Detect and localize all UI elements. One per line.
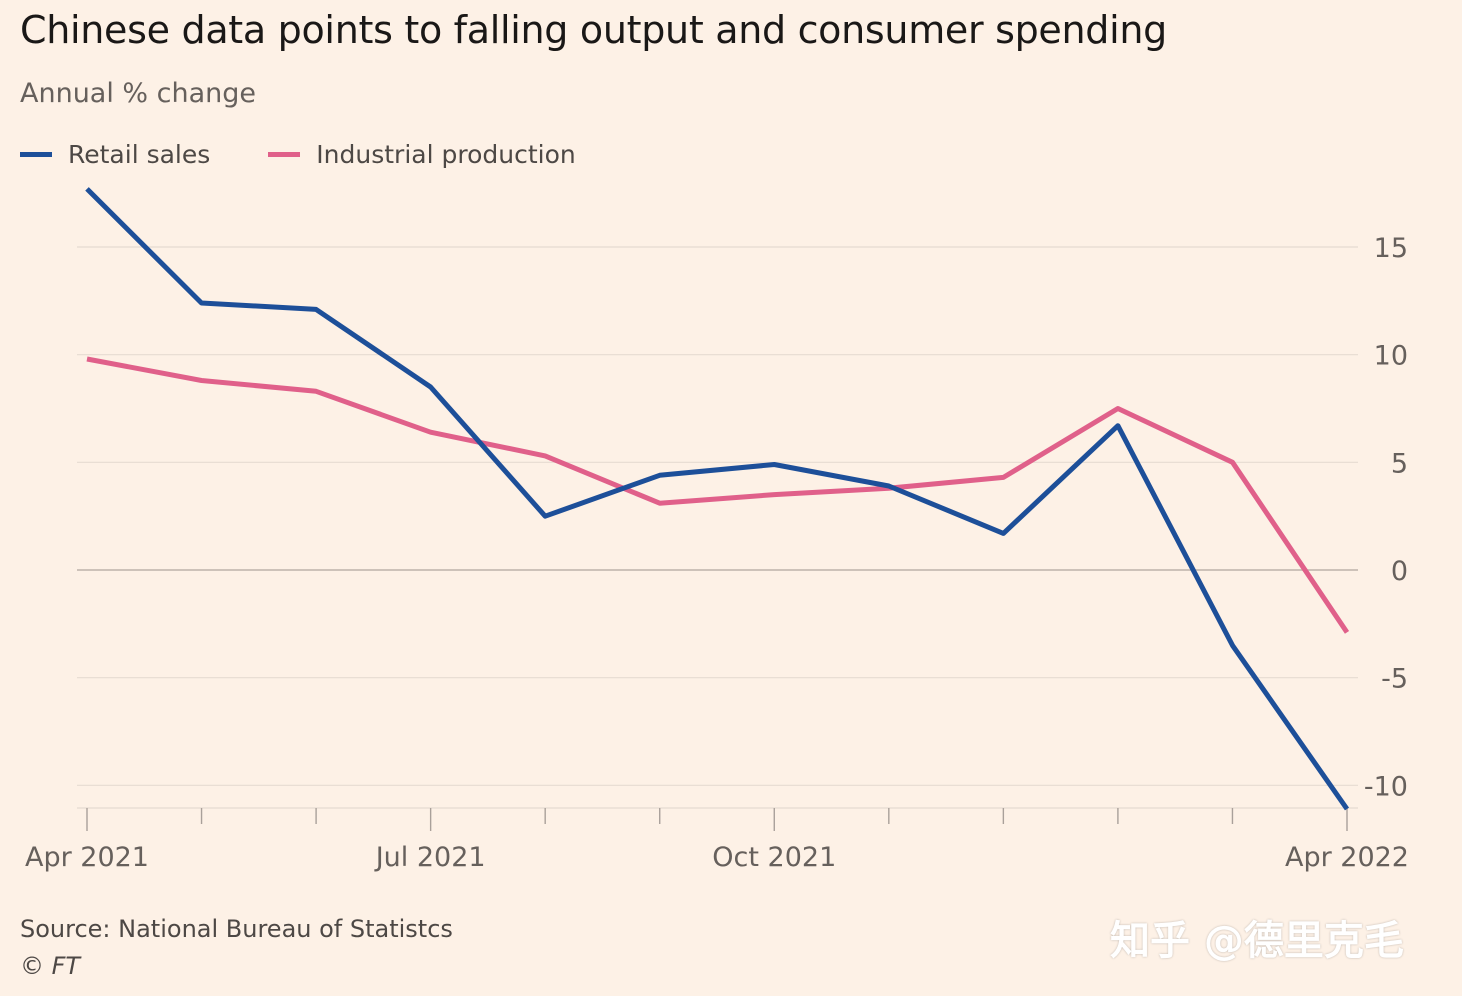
legend-swatch-retail-sales [20, 152, 52, 157]
x-tick-label: Apr 2022 [1285, 842, 1409, 873]
y-tick-label: 15 [1374, 233, 1408, 264]
legend-item-industrial-production: Industrial production [268, 140, 576, 169]
x-axis: Apr 2021 Jul 2021 Oct 2021 Apr 2022 [25, 807, 1409, 873]
source-note: Source: National Bureau of Statistcs [20, 915, 453, 943]
x-tick-label: Jul 2021 [374, 842, 486, 873]
y-tick-label: -5 [1381, 664, 1408, 695]
ft-credit: © FT [20, 952, 81, 980]
y-axis-ticks: 15 10 5 0 -5 -10 [1364, 233, 1408, 802]
watermark: 知乎 @德里克毛 [1110, 918, 1404, 964]
series-line-retail-sales [85, 187, 1350, 811]
y-tick-label: -10 [1364, 771, 1408, 802]
x-tick-label: Apr 2021 [25, 842, 149, 873]
x-tick-label: Oct 2021 [712, 842, 836, 873]
legend-item-retail-sales: Retail sales [20, 140, 210, 169]
y-tick-label: 0 [1391, 556, 1408, 587]
chart-subtitle: Annual % change [20, 78, 257, 109]
series-line-industrial-production [86, 356, 1350, 634]
legend-swatch-industrial-production [268, 152, 301, 157]
gridlines [77, 246, 1358, 786]
legend-label-retail-sales: Retail sales [68, 140, 211, 169]
chart-title: Chinese data points to falling output an… [20, 8, 1167, 52]
y-tick-label: 5 [1391, 448, 1408, 479]
legend-label-industrial-production: Industrial production [316, 140, 576, 169]
legend: Retail sales Industrial production [20, 140, 634, 169]
y-tick-label: 10 [1374, 341, 1408, 372]
series-lines [85, 187, 1350, 811]
